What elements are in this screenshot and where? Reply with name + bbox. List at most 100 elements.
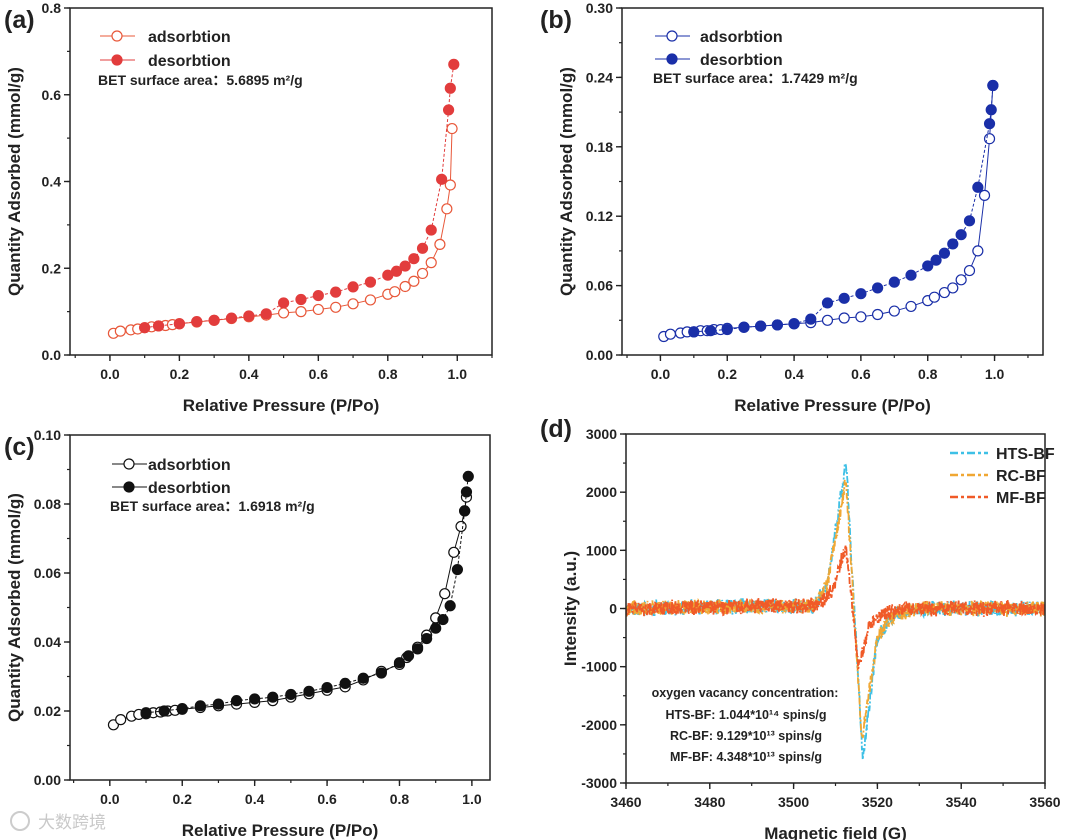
data-point-desorbtion — [755, 320, 767, 332]
plot-frame — [69, 434, 491, 781]
series-line-MF-BF — [626, 545, 1045, 671]
legend-marker — [123, 458, 135, 470]
annotation-title: oxygen vacancy concentration: — [652, 686, 839, 700]
y-tick-label: 2000 — [586, 484, 617, 500]
y-tick-label: 0 — [609, 601, 617, 617]
data-point-desorbtion — [444, 82, 456, 94]
data-point-desorbtion — [416, 242, 429, 254]
data-point-adsorbtion — [905, 300, 917, 313]
data-point-desorbtion — [688, 326, 700, 338]
data-point-desorbtion — [721, 323, 733, 336]
legend-label: adsorbtion — [148, 29, 231, 46]
legend-label: desorbtion — [700, 52, 783, 69]
data-point-desorbtion — [922, 260, 934, 272]
data-point-desorbtion — [437, 613, 449, 626]
data-point-adsorbtion — [955, 274, 967, 286]
y-axis-label: Intensity (a.u.) — [561, 551, 580, 666]
bet-annotation: BET surface area：1.7429 m²/g — [653, 70, 858, 86]
y-tick-label: 0.30 — [586, 0, 613, 16]
data-point-desorbtion — [249, 693, 261, 705]
data-point-desorbtion — [888, 276, 900, 288]
data-point-desorbtion — [285, 688, 297, 701]
data-point-adsorbtion — [821, 314, 834, 326]
data-point-desorbtion — [805, 313, 817, 325]
legend-label: desorbtion — [148, 53, 231, 70]
data-point-adsorbtion — [855, 311, 867, 323]
y-axis-label: Quantity Adsorbed (mmol/g) — [5, 67, 24, 296]
data-point-desorbtion — [278, 297, 290, 309]
legend-label: adsorbtion — [148, 457, 231, 474]
data-point-desorbtion — [972, 181, 984, 193]
y-tick-label: 0.00 — [586, 347, 613, 363]
spin-concentration-line: RC-BF: 9.129*10¹³ spins/g — [670, 729, 822, 743]
panel-label: (d) — [540, 415, 572, 443]
data-point-adsorbtion — [114, 325, 126, 337]
spin-concentration-line: HTS-BF: 1.044*10¹⁴ spins/g — [665, 708, 826, 722]
legend-marker — [111, 30, 123, 42]
y-tick-label: 1000 — [586, 542, 617, 558]
data-point-adsorbtion — [938, 286, 951, 299]
data-point-desorbtion — [411, 643, 424, 655]
x-tick-label: 0.2 — [173, 791, 193, 807]
y-tick-label: 0.06 — [34, 565, 61, 581]
data-point-desorbtion — [963, 215, 976, 227]
panel-d: (d) 3460 3480 3500 3520 3540 3560 -3000 -2000 -10… — [540, 415, 1061, 840]
data-point-desorbtion — [375, 667, 387, 679]
x-tick-label: 0.0 — [651, 366, 671, 382]
y-tick-label: 0.6 — [42, 87, 62, 103]
y-tick-label: 0.02 — [34, 703, 61, 719]
data-point-desorbtion — [140, 707, 152, 719]
bet-annotation: BET surface area：1.6918 m²/g — [110, 498, 315, 514]
y-axis-label: Quantity Adsorbed (mmol/g) — [557, 67, 576, 296]
x-tick-label: 3480 — [694, 794, 725, 810]
data-point-adsorbtion — [448, 546, 460, 558]
data-point-desorbtion — [821, 297, 834, 309]
panel-label: (b) — [540, 6, 572, 34]
data-point-desorbtion — [243, 310, 255, 322]
data-point-adsorbtion — [972, 245, 984, 257]
panel-label: (a) — [4, 6, 35, 34]
panel-label: (c) — [4, 433, 35, 461]
data-point-desorbtion — [985, 104, 997, 116]
data-point-desorbtion — [152, 320, 165, 332]
legend-label: MF-BF — [996, 490, 1046, 507]
data-point-desorbtion — [303, 685, 315, 697]
data-point-desorbtion — [955, 229, 967, 241]
data-point-adsorbtion — [295, 306, 307, 318]
x-axis-label: Relative Pressure (P/Po) — [734, 396, 931, 415]
series-line-desorbtion — [693, 85, 994, 333]
data-point-desorbtion — [442, 104, 455, 116]
y-axis-label: Quantity Adsorbed (mmol/g) — [5, 493, 24, 722]
x-tick-label: 3540 — [946, 794, 977, 810]
data-point-desorbtion — [382, 269, 394, 281]
data-point-desorbtion — [425, 224, 437, 236]
data-point-desorbtion — [321, 681, 333, 694]
data-point-desorbtion — [295, 293, 307, 306]
x-tick-label: 3500 — [778, 794, 809, 810]
y-tick-label: 0.06 — [586, 278, 613, 294]
x-tick-label: 0.6 — [309, 366, 329, 382]
x-tick-label: 0.4 — [245, 791, 265, 807]
data-point-desorbtion — [462, 470, 474, 482]
data-point-adsorbtion — [446, 122, 458, 135]
data-point-desorbtion — [421, 632, 433, 645]
data-point-desorbtion — [788, 318, 800, 330]
y-tick-label: 0.10 — [34, 427, 61, 443]
y-tick-label: 0.12 — [586, 208, 613, 224]
data-point-desorbtion — [260, 308, 272, 320]
legend-label: HTS-BF — [996, 446, 1055, 463]
y-tick-label: 0.2 — [42, 260, 62, 276]
data-point-adsorbtion — [444, 179, 456, 191]
data-point-adsorbtion — [425, 257, 437, 269]
plot-frame — [625, 433, 1046, 784]
data-point-desorbtion — [194, 700, 206, 712]
data-point-adsorbtion — [434, 238, 446, 250]
data-point-desorbtion — [402, 650, 415, 662]
y-tick-label: 0.04 — [34, 634, 61, 650]
data-point-desorbtion — [267, 691, 279, 703]
data-point-desorbtion — [339, 677, 351, 690]
data-point-adsorbtion — [278, 307, 290, 319]
legend-marker — [666, 53, 678, 65]
data-point-desorbtion — [451, 563, 464, 576]
y-tick-label: 0.24 — [586, 69, 613, 85]
